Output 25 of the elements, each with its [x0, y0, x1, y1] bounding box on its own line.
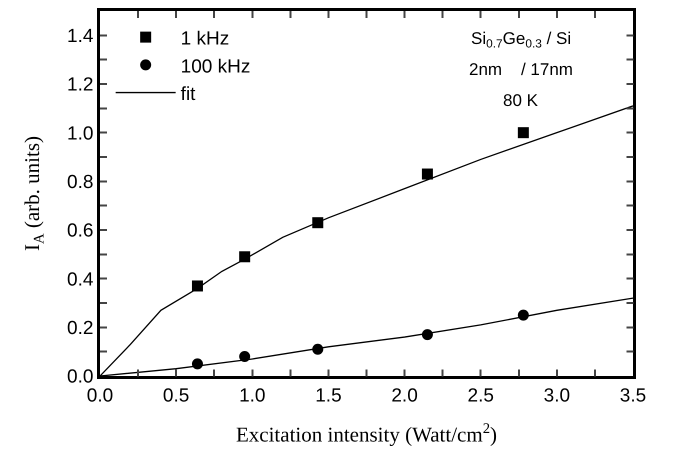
point [422, 168, 433, 180]
x-tick-label: 1.5 [315, 386, 342, 407]
x-axis-title: Excitation intensity (Watt/cm$^{2}$) [236, 420, 498, 447]
annotation: 80 K [503, 91, 539, 110]
point [518, 127, 529, 138]
x-tick-label: 0.0 [86, 386, 114, 407]
x-tick-label: 2.5 [468, 386, 494, 407]
y-tick-label: 0.8 [67, 172, 94, 193]
legend-label: fit [180, 84, 196, 105]
x-tick-label: 2.0 [391, 386, 418, 407]
y-tick-label: 1.4 [67, 26, 94, 47]
x-tick-label: 1.0 [239, 386, 266, 407]
legend-label: 100 kHz [180, 56, 250, 78]
y-tick-label: 0.4 [67, 269, 94, 290]
legend-label: 1 kHz [180, 28, 230, 50]
x-tick-label: 3.5 [620, 386, 646, 407]
y-tick-label: 1.0 [67, 123, 94, 144]
annotation: 2nm / 17nm [469, 60, 573, 79]
y-tick-label: 1.2 [67, 74, 94, 96]
y-tick-label: 0.2 [67, 318, 94, 339]
y-tick-label: 0.0 [67, 366, 94, 388]
x-tick-label: 3.0 [544, 386, 570, 407]
annotation: Si$_{0.7}$Ge$_{0.3}$ / Si [471, 29, 572, 51]
y-tick-label: 0.6 [67, 220, 94, 242]
x-tick-label: 0.5 [162, 386, 190, 407]
